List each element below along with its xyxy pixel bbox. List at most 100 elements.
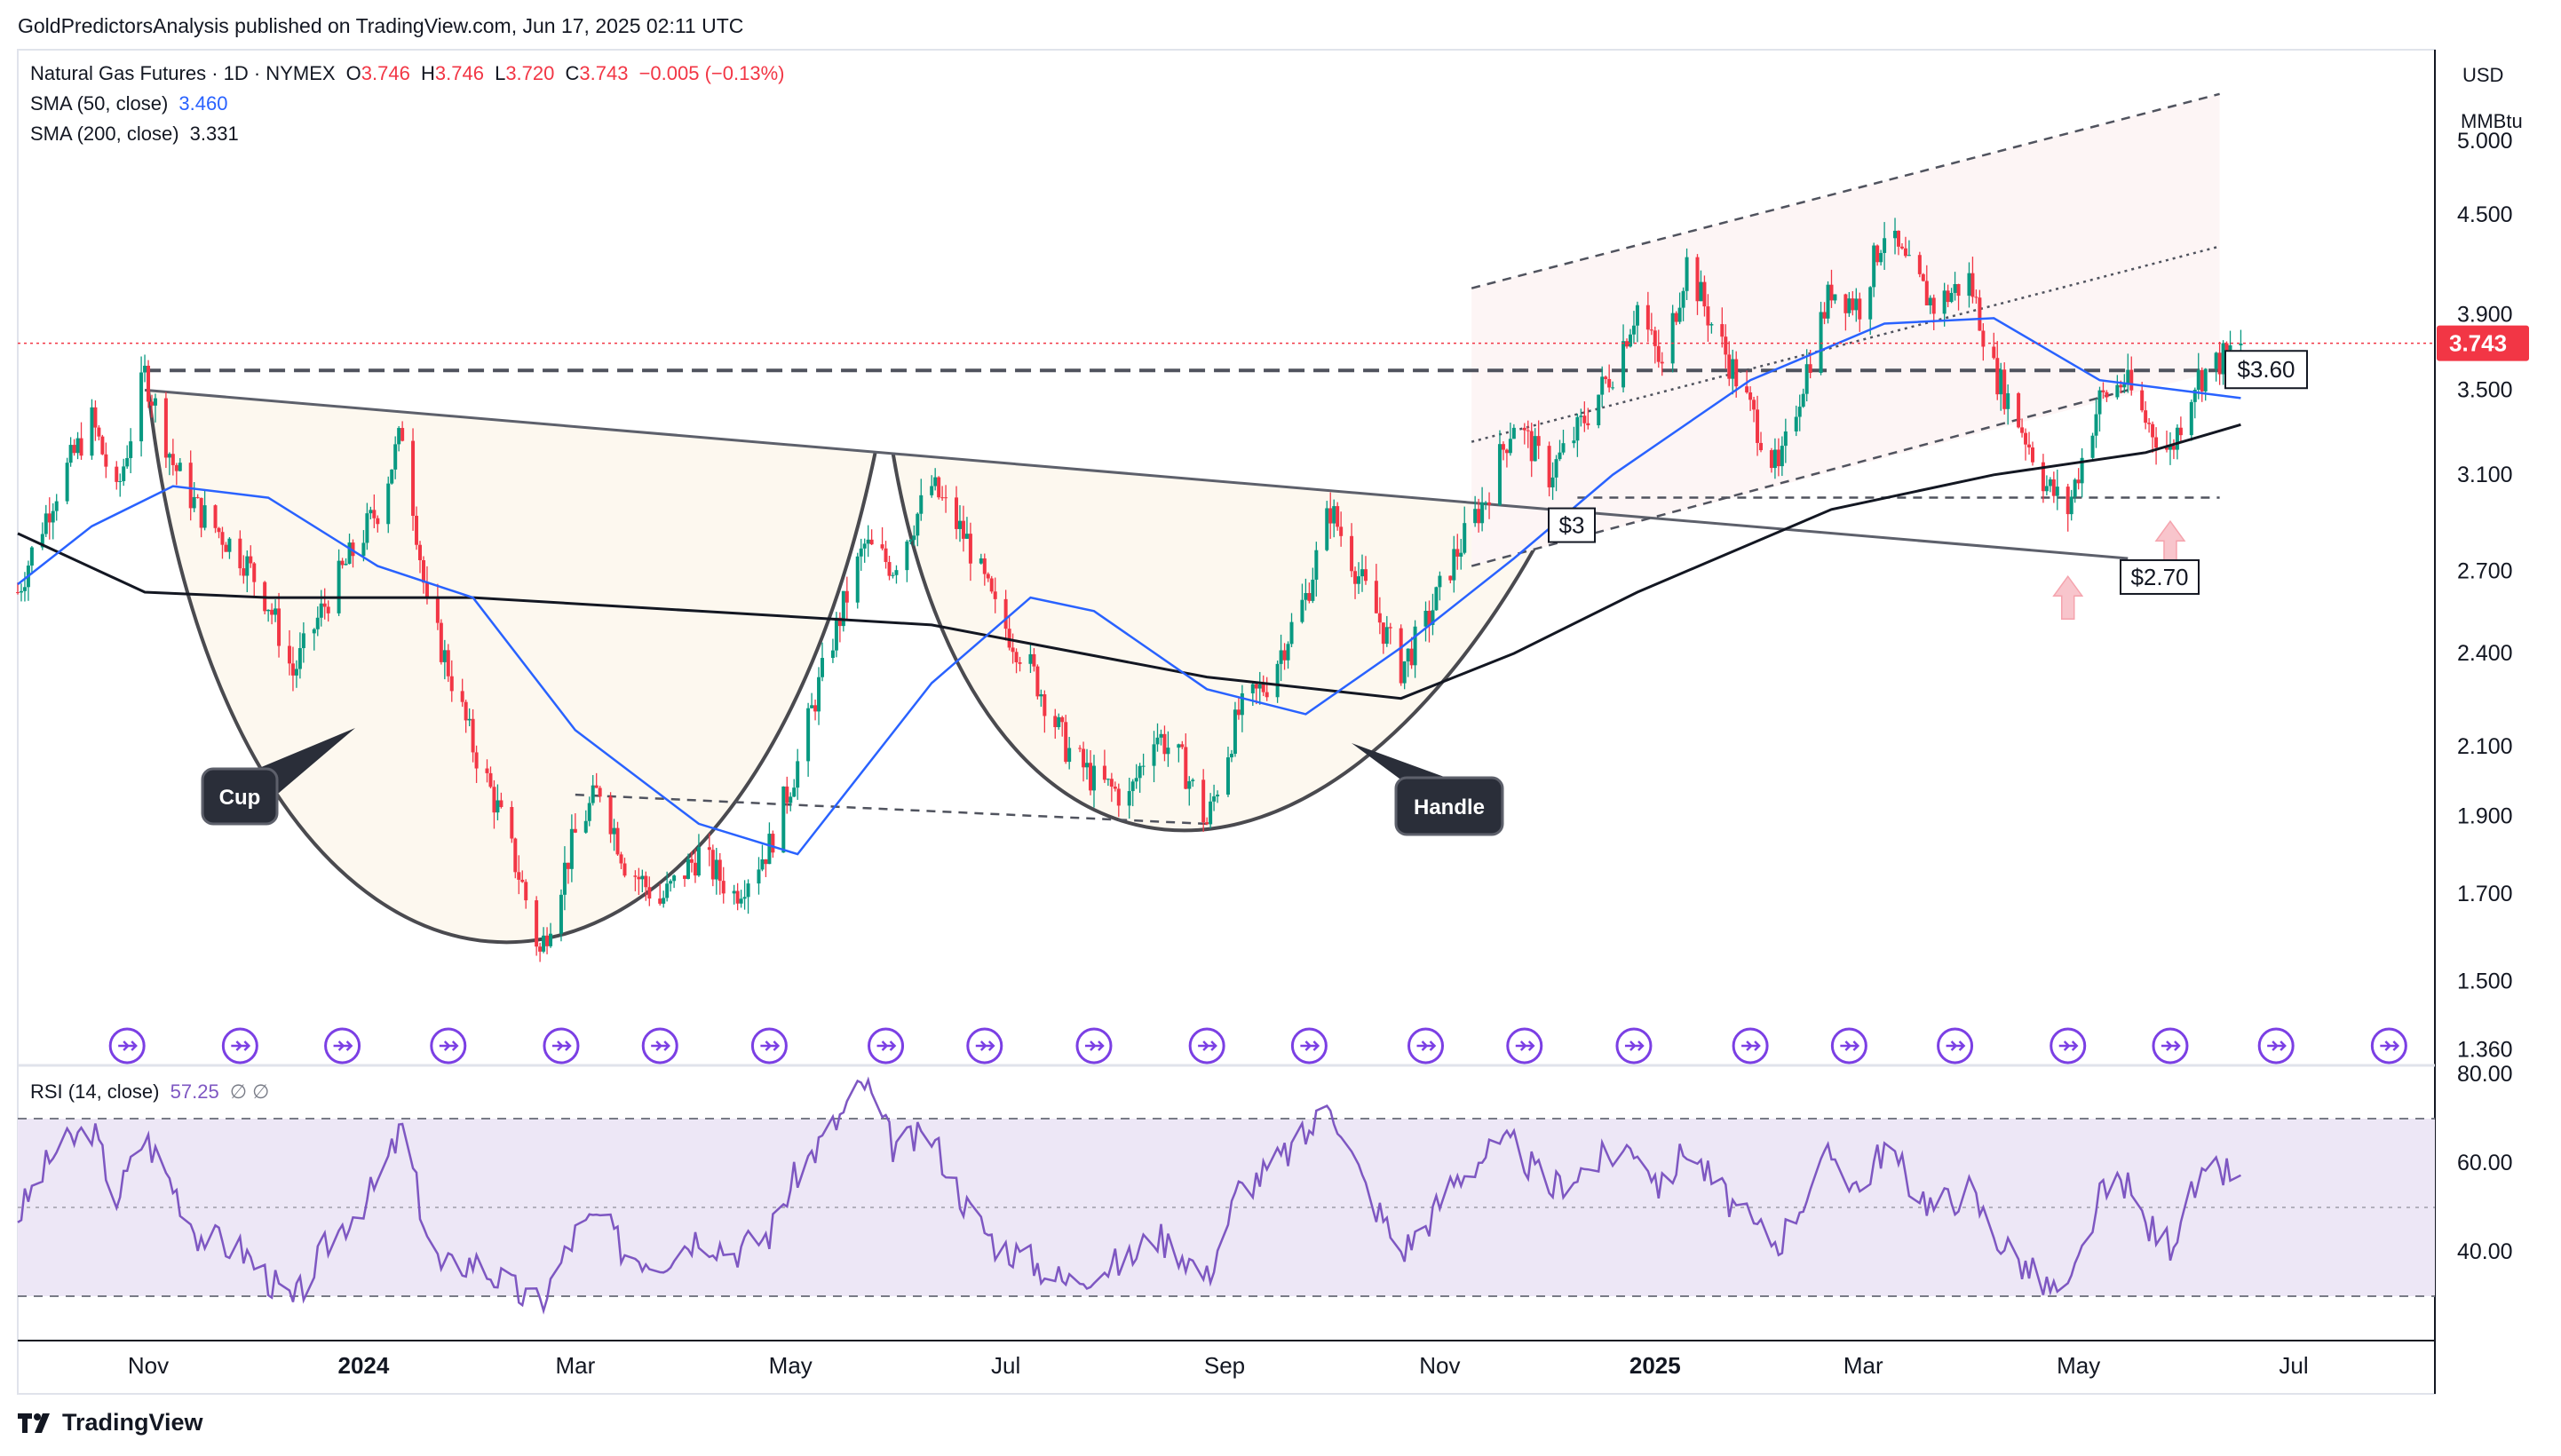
event-icon-chevrons bbox=[439, 1041, 459, 1051]
candle-body bbox=[51, 510, 55, 523]
candle-body bbox=[1949, 292, 1954, 303]
candle-body bbox=[1822, 312, 1827, 319]
candle-body bbox=[1554, 459, 1558, 478]
event-icon[interactable] bbox=[641, 1027, 678, 1064]
event-icon[interactable] bbox=[2050, 1027, 2087, 1064]
candle-body bbox=[1582, 415, 1587, 423]
price-tick-label: 1.360 bbox=[2457, 1037, 2513, 1062]
candle-body bbox=[1155, 737, 1160, 745]
currency-label[interactable]: USD bbox=[2462, 64, 2504, 86]
event-icon-chevrons bbox=[118, 1041, 138, 1051]
candle-body bbox=[1082, 748, 1086, 768]
candle-body bbox=[891, 574, 895, 576]
level-270-label[interactable]: $2.70 bbox=[2120, 558, 2200, 595]
unit-label[interactable]: MMBtu bbox=[2461, 110, 2523, 132]
cup-label[interactable]: Cup bbox=[201, 728, 355, 826]
event-icon[interactable] bbox=[2257, 1027, 2295, 1064]
event-icon[interactable] bbox=[966, 1027, 1003, 1064]
sma200-legend[interactable]: SMA (200, close) 3.331 bbox=[30, 123, 244, 146]
last-price-badge[interactable]: 3.743 bbox=[2437, 325, 2529, 361]
candle-body bbox=[1487, 502, 1492, 505]
event-icon[interactable] bbox=[430, 1027, 467, 1064]
rsi-legend[interactable]: RSI (14, close) 57.25 ∅ ∅ bbox=[30, 1080, 274, 1104]
level-360-label-box bbox=[2224, 350, 2308, 390]
last-price-text: 3.743 bbox=[2449, 330, 2507, 357]
event-icon[interactable] bbox=[1290, 1027, 1328, 1064]
candle-body bbox=[1477, 509, 1481, 524]
candle-body bbox=[290, 663, 295, 676]
price-tick-label: 4.500 bbox=[2457, 202, 2513, 227]
level-3-label[interactable]: $3 bbox=[1548, 507, 1596, 543]
price-tick-label: 3.100 bbox=[2457, 463, 2513, 487]
candle-body bbox=[1611, 387, 1615, 389]
event-icon[interactable] bbox=[543, 1027, 580, 1064]
candle-body bbox=[735, 890, 740, 904]
cup-fill bbox=[148, 390, 876, 943]
candle-body bbox=[937, 477, 941, 498]
candle-body bbox=[686, 859, 691, 879]
candle-body bbox=[916, 513, 920, 536]
candle-body bbox=[1007, 629, 1011, 648]
rsi-tick-label: 60.00 bbox=[2457, 1151, 2513, 1175]
candle-body bbox=[1854, 298, 1859, 311]
event-icon[interactable] bbox=[324, 1027, 361, 1064]
tradingview-logo[interactable]: TradingView bbox=[18, 1409, 203, 1436]
sma50-legend[interactable]: SMA (50, close) 3.460 bbox=[30, 92, 233, 115]
candle-body bbox=[1550, 477, 1555, 487]
candle-body bbox=[1463, 523, 1467, 553]
candle-body bbox=[439, 622, 443, 662]
candle-body bbox=[2192, 389, 2197, 402]
candle-body bbox=[718, 859, 722, 882]
candle-body bbox=[1504, 449, 1509, 454]
candle-body bbox=[390, 469, 394, 484]
event-icon[interactable] bbox=[868, 1027, 905, 1064]
candle-body bbox=[1339, 526, 1344, 536]
candle-body bbox=[622, 863, 627, 876]
candle-body bbox=[513, 838, 518, 873]
event-icon[interactable] bbox=[1615, 1027, 1653, 1064]
candle-body bbox=[2200, 369, 2204, 392]
candle-body bbox=[869, 539, 874, 545]
event-icon-chevrons bbox=[2058, 1041, 2079, 1051]
event-icon[interactable] bbox=[1075, 1027, 1113, 1064]
candle-body bbox=[122, 466, 126, 481]
candle-body bbox=[1057, 716, 1061, 728]
event-icon[interactable] bbox=[2370, 1027, 2407, 1064]
candle-body bbox=[1067, 748, 1072, 763]
event-icon[interactable] bbox=[1732, 1027, 1769, 1064]
cup-label-box bbox=[201, 767, 279, 826]
candle-body bbox=[1261, 684, 1265, 692]
level-360-label[interactable]: $3.60 bbox=[2224, 350, 2308, 390]
candle-body bbox=[1480, 502, 1485, 524]
event-icon[interactable] bbox=[1506, 1027, 1543, 1064]
event-icon[interactable] bbox=[1830, 1027, 1867, 1064]
time-tick-label: Nov bbox=[1419, 1352, 1460, 1379]
candle-body bbox=[979, 558, 983, 564]
symbol-legend[interactable]: Natural Gas Futures · 1D · NYMEX O3.746 … bbox=[30, 62, 789, 85]
event-icon-chevrons bbox=[1624, 1041, 1645, 1051]
up-arrow-icon bbox=[2052, 574, 2084, 620]
handle-label[interactable]: Handle bbox=[1352, 743, 1504, 836]
candle-body bbox=[2154, 437, 2159, 448]
candle-body bbox=[569, 828, 574, 869]
candle-body bbox=[488, 772, 493, 787]
candle-body bbox=[1328, 508, 1333, 524]
candle-body bbox=[1893, 230, 1898, 239]
candle-body bbox=[97, 427, 101, 437]
candle-body bbox=[1448, 575, 1453, 581]
event-icon[interactable] bbox=[1407, 1027, 1445, 1064]
candle-body bbox=[1511, 427, 1516, 439]
candle-body bbox=[1209, 801, 1213, 825]
event-icon[interactable] bbox=[1188, 1027, 1225, 1064]
event-icon[interactable] bbox=[2152, 1027, 2189, 1064]
candle-body bbox=[919, 495, 924, 514]
event-icon[interactable] bbox=[1937, 1027, 1974, 1064]
event-icon[interactable] bbox=[221, 1027, 258, 1064]
candle-body bbox=[1141, 765, 1146, 767]
price-tick-label: 1.900 bbox=[2457, 804, 2513, 829]
candle-body bbox=[287, 645, 291, 664]
candle-body bbox=[2073, 479, 2077, 497]
event-icon[interactable] bbox=[750, 1027, 788, 1064]
event-icon[interactable] bbox=[108, 1027, 146, 1064]
